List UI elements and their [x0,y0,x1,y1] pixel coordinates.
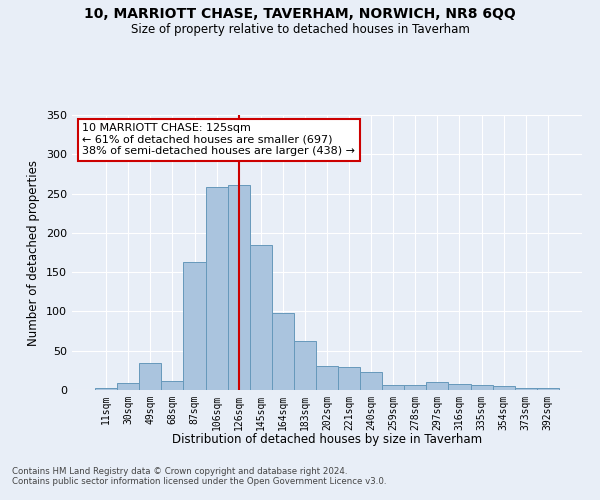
Bar [404,386,427,390]
Text: 10 MARRIOTT CHASE: 125sqm
← 61% of detached houses are smaller (697)
38% of semi: 10 MARRIOTT CHASE: 125sqm ← 61% of detac… [82,123,355,156]
Bar [515,388,537,390]
Bar [272,313,294,390]
Bar [537,388,559,390]
Text: Contains public sector information licensed under the Open Government Licence v3: Contains public sector information licen… [12,478,386,486]
Bar [184,262,206,390]
Text: Contains HM Land Registry data © Crown copyright and database right 2024.: Contains HM Land Registry data © Crown c… [12,468,347,476]
Bar [360,372,382,390]
Bar [161,380,184,390]
Text: 10, MARRIOTT CHASE, TAVERHAM, NORWICH, NR8 6QQ: 10, MARRIOTT CHASE, TAVERHAM, NORWICH, N… [84,8,516,22]
Text: Distribution of detached houses by size in Taverham: Distribution of detached houses by size … [172,432,482,446]
Bar [227,185,250,390]
Bar [206,188,227,390]
Bar [316,366,338,390]
Bar [382,386,404,390]
Bar [448,384,470,390]
Bar [95,388,117,390]
Bar [338,367,360,390]
Bar [470,384,493,390]
Bar [139,362,161,390]
Bar [427,382,448,390]
Text: Size of property relative to detached houses in Taverham: Size of property relative to detached ho… [131,22,469,36]
Y-axis label: Number of detached properties: Number of detached properties [28,160,40,346]
Bar [250,244,272,390]
Bar [493,386,515,390]
Bar [117,383,139,390]
Bar [294,342,316,390]
